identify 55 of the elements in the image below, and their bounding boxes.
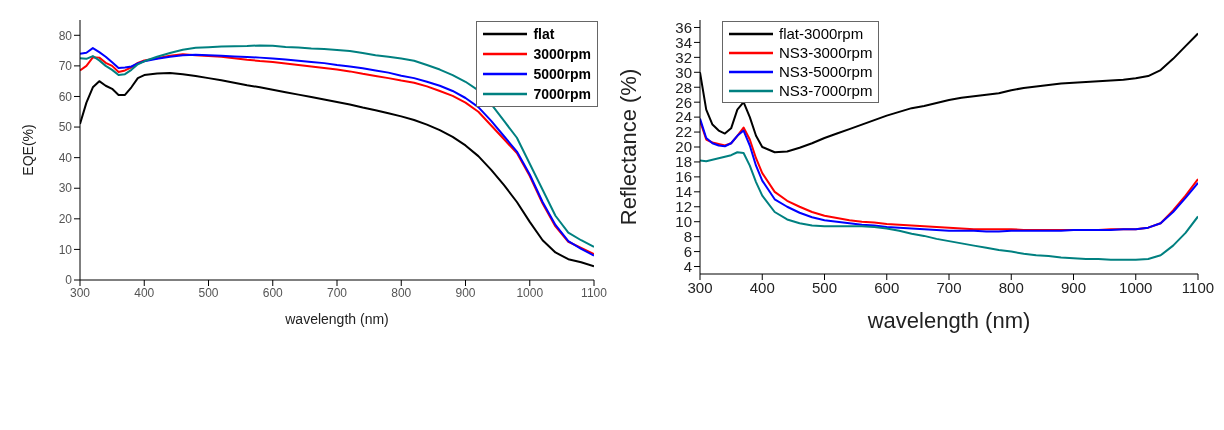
y-tick-label: 10: [58, 242, 73, 257]
y-tick-label: 50: [58, 120, 73, 135]
x-tick-label: 800: [391, 285, 412, 300]
legend-label: flat: [533, 25, 555, 44]
y-tick-label: 70: [58, 59, 73, 74]
y-tick-label: 28: [675, 78, 692, 96]
legend-label: NS3-7000rpm: [779, 81, 873, 100]
x-tick-label: 400: [749, 278, 775, 296]
legend-label: NS3-3000rpm: [779, 43, 873, 62]
x-axis-title: wavelength (nm): [284, 311, 389, 327]
x-tick-label: 300: [69, 285, 91, 300]
legend-label: 7000rpm: [533, 85, 591, 104]
y-tick-label: 16: [675, 168, 692, 186]
legend-label: flat-3000rpm: [779, 24, 864, 43]
y-tick-label: 20: [675, 138, 692, 156]
y-tick-label: 60: [58, 89, 73, 104]
y-tick-label: 80: [58, 28, 73, 43]
y-tick-label: 36: [675, 18, 692, 36]
y-axis-title: Reflectance (%): [615, 68, 641, 226]
x-tick-label: 1000: [1119, 278, 1153, 296]
y-tick-label: 4: [683, 257, 692, 275]
legend-label: NS3-5000rpm: [779, 62, 873, 81]
y-axis-title: EQE(%): [19, 124, 36, 176]
y-tick-label: 40: [58, 150, 73, 165]
y-tick-label: 0: [65, 273, 73, 288]
x-tick-label: 500: [198, 285, 219, 300]
x-tick-label: 1100: [581, 285, 608, 300]
y-tick-label: 14: [675, 183, 692, 201]
x-tick-label: 500: [811, 278, 838, 296]
x-tick-label: 600: [874, 278, 900, 296]
y-tick-label: 30: [58, 181, 73, 196]
x-tick-label: 700: [326, 285, 348, 300]
y-tick-label: 34: [675, 33, 692, 51]
x-tick-label: 400: [134, 285, 155, 300]
y-tick-label: 26: [675, 93, 692, 111]
y-tick-label: 32: [675, 48, 692, 66]
y-tick-label: 22: [675, 123, 692, 141]
y-tick-label: 24: [675, 108, 692, 126]
x-tick-label: 900: [1060, 278, 1087, 296]
x-tick-label: 600: [262, 285, 284, 300]
y-tick-label: 30: [675, 63, 692, 81]
y-tick-label: 6: [683, 242, 692, 260]
x-tick-label: 300: [687, 278, 713, 296]
y-tick-label: 20: [58, 212, 73, 227]
x-tick-label: 900: [455, 285, 476, 300]
x-tick-label: 1100: [1181, 278, 1215, 296]
y-tick-label: 18: [675, 153, 692, 171]
legend-label: 5000rpm: [533, 65, 591, 84]
legend-label: 3000rpm: [533, 45, 591, 64]
x-tick-label: 1000: [516, 285, 544, 300]
x-tick-label: 700: [936, 278, 962, 296]
x-tick-label: 800: [998, 278, 1024, 296]
y-tick-label: 12: [675, 198, 692, 216]
line-series: [700, 151, 1198, 261]
x-axis-title: wavelength (nm): [866, 308, 1031, 333]
